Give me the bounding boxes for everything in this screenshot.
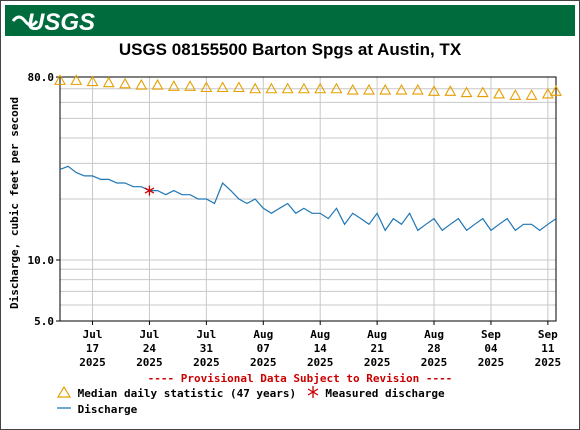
- x-tick-label: 2025: [478, 356, 505, 369]
- x-tick-label: Sep: [481, 328, 501, 341]
- chart-grid: [60, 77, 556, 321]
- series-layer: [54, 74, 562, 232]
- plot-border: [59, 76, 557, 322]
- x-tick-label: 11: [541, 342, 555, 355]
- x-tick-label: Jul: [140, 328, 160, 341]
- median-triangle-point: [460, 86, 473, 98]
- x-tick-label: 2025: [250, 356, 277, 369]
- legend-discharge-label: Discharge: [77, 403, 138, 416]
- legend-row-1: Median daily statistic (47 years) Measur…: [56, 385, 445, 400]
- median-triangle-point: [428, 85, 440, 96]
- legend-asterisk-icon: [307, 386, 319, 398]
- median-triangle-point: [249, 82, 262, 94]
- legend-triangle-icon: [56, 385, 72, 398]
- median-triangle-point: [184, 80, 197, 91]
- median-triangle-point: [70, 74, 83, 85]
- median-triangle-point: [167, 80, 180, 91]
- y-tick-label: 5.0: [34, 315, 54, 328]
- legend-row-2: Discharge: [57, 402, 137, 416]
- x-tick-label: 2025: [364, 356, 391, 369]
- x-tick-label: 2025: [421, 356, 448, 369]
- median-triangle-point: [135, 78, 148, 90]
- y-ticks: 80.0 10.0 5.0: [28, 71, 60, 328]
- x-tick-label: 2025: [193, 356, 220, 369]
- y-axis-label: Discharge, cubic feet per second: [8, 97, 21, 309]
- usgs-banner: USGS: [5, 5, 575, 36]
- x-tick-label: Aug: [310, 328, 330, 341]
- x-tick-label: Aug: [424, 328, 444, 341]
- measured-discharge-point: [144, 185, 155, 196]
- median-triangle-point: [102, 76, 115, 88]
- median-triangle-point: [54, 74, 66, 85]
- x-tick-label: Aug: [367, 328, 387, 341]
- median-triangle-point: [281, 82, 294, 94]
- x-tick-label: 31: [200, 342, 214, 355]
- median-triangle-point: [216, 81, 229, 93]
- median-triangle-point: [232, 81, 245, 93]
- median-triangle-point: [379, 83, 392, 95]
- median-triangle-point: [297, 82, 310, 94]
- legend-measured-label: Measured discharge: [325, 387, 445, 400]
- x-tick-label: 2025: [79, 356, 106, 369]
- median-triangle-point: [119, 77, 131, 89]
- median-triangle-point: [411, 83, 424, 95]
- x-tick-label: Jul: [83, 328, 103, 341]
- x-tick-label: 2025: [307, 356, 334, 369]
- x-tick-label: 14: [314, 342, 328, 355]
- x-tick-label: 2025: [136, 356, 163, 369]
- usgs-logo-icon: USGS: [11, 9, 95, 35]
- median-triangle-point: [330, 82, 343, 94]
- median-triangle-point: [265, 82, 278, 94]
- median-triangle-point: [476, 86, 489, 98]
- y-tick-label: 10.0: [28, 254, 55, 267]
- median-triangle-point: [200, 81, 213, 93]
- discharge-line: [59, 165, 557, 232]
- median-triangle-point: [509, 89, 522, 100]
- x-tick-label: 2025: [535, 356, 562, 369]
- x-tick-label: 24: [143, 342, 157, 355]
- median-triangle-point: [151, 78, 164, 90]
- x-tick-label: 17: [86, 342, 99, 355]
- chart-title: USGS 08155500 Barton Spgs at Austin, TX: [118, 40, 462, 59]
- y-tick-label: 80.0: [28, 71, 55, 84]
- x-tick-label: Sep: [538, 328, 558, 341]
- x-tick-label: Aug: [253, 328, 273, 341]
- legend-median-label: Median daily statistic (47 years): [77, 387, 297, 400]
- median-triangle-point: [363, 83, 375, 95]
- x-tick-label: 21: [370, 342, 384, 355]
- median-triangle-point: [314, 82, 327, 94]
- x-tick-label: Jul: [196, 328, 216, 341]
- x-ticks: Jul172025Jul242025Jul312025Aug072025Aug1…: [79, 321, 561, 369]
- median-triangle-point: [550, 85, 562, 96]
- median-triangle-point: [395, 83, 408, 95]
- provisional-note: ---- Provisional Data Subject to Revisio…: [147, 372, 453, 385]
- median-triangle-point: [493, 87, 506, 99]
- median-triangle-point: [86, 75, 99, 87]
- svg-text:USGS: USGS: [27, 9, 95, 35]
- median-triangle-point: [346, 83, 359, 95]
- x-tick-label: 07: [257, 342, 270, 355]
- median-triangle-point: [525, 89, 538, 100]
- legend-line-icon: [57, 407, 71, 409]
- median-triangle-point: [541, 87, 554, 99]
- x-tick-label: 28: [427, 342, 440, 355]
- median-triangle-point: [444, 85, 457, 96]
- x-tick-label: 04: [484, 342, 498, 355]
